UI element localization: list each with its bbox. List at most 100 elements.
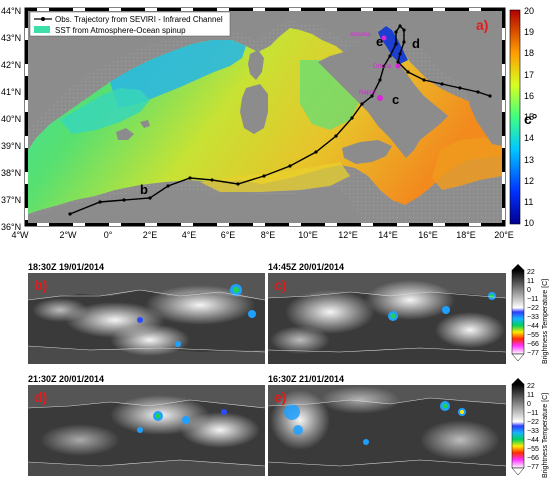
- land-balearic: [116, 120, 150, 140]
- track-marker: [476, 90, 480, 94]
- land-sardinia: [240, 84, 268, 134]
- lat-tick: 38°N: [1, 168, 21, 178]
- bt-tick: 22: [527, 269, 535, 276]
- colorbar-tick: 18: [524, 48, 534, 58]
- track-marker: [388, 54, 392, 58]
- lon-tick: 2°W: [59, 230, 77, 240]
- track-marker: [370, 94, 374, 98]
- track-label-d: d: [412, 36, 420, 51]
- cold-water-ligurian: [110, 40, 246, 108]
- track-marker: [122, 198, 126, 202]
- lon-tick: 4°W: [11, 230, 29, 240]
- track-marker: [422, 78, 426, 82]
- colorbar-tick: 15: [524, 112, 534, 122]
- track-markers: [68, 24, 492, 216]
- city-dot-napoli: [377, 95, 383, 101]
- city-label-ancona: Ancona: [350, 32, 371, 38]
- timestamp-d: 21:30Z 20/01/2014: [28, 374, 104, 384]
- bt-tick: −44: [527, 437, 539, 444]
- panel-letter-d: d): [34, 389, 47, 405]
- lon-tick: 14°E: [378, 230, 398, 240]
- lon-tick: 10°E: [298, 230, 318, 240]
- bt-colorbar-bottom: 22 11 0 −11 −22 −33 −44 −55 −66 −77 Brig…: [511, 378, 549, 478]
- track-marker: [210, 178, 214, 182]
- lat-tick: 43°N: [1, 33, 21, 43]
- cyclone-track: [68, 24, 492, 216]
- panel-letter-c: c): [274, 277, 286, 293]
- lat-tick: 39°N: [1, 141, 21, 151]
- lon-tick: 12°E: [338, 230, 358, 240]
- lon-tick: 18°E: [456, 230, 476, 240]
- ir-panel-c: 14:45Z 20/01/2014 c): [267, 262, 507, 364]
- lat-tick: 42°N: [1, 60, 21, 70]
- bt-tick: −11: [527, 410, 538, 417]
- panel-letter-b: b): [34, 277, 47, 293]
- track-marker: [188, 176, 192, 180]
- bt-tick: 22: [527, 383, 535, 390]
- track-marker: [488, 94, 492, 98]
- lon-axis: 4°W 2°W 0° 2°E 4°E 6°E 8°E 10°E 12°E 14°…: [11, 230, 513, 240]
- bt-tick: −66: [527, 455, 539, 462]
- track-marker: [148, 196, 152, 200]
- track-marker: [166, 184, 170, 188]
- legend-label-trajectory: Obs. Trajectory from SEVIRI - Infrared C…: [55, 15, 223, 24]
- lon-tick: 6°E: [221, 230, 236, 240]
- map-frame-checker: [25, 8, 505, 226]
- lon-tick: 2°E: [143, 230, 158, 240]
- panel-letter-e: e): [274, 389, 286, 405]
- timestamp-e: 16:30Z 21/01/2014: [268, 374, 344, 384]
- track-label-e: e: [376, 34, 383, 49]
- bt-tick: −33: [527, 428, 539, 435]
- land-africa: [28, 186, 362, 223]
- bt-tick: 0: [527, 287, 531, 294]
- lon-tick: 0°: [104, 230, 113, 240]
- colorbar-tick: 20: [524, 6, 534, 16]
- map-legend: Obs. Trajectory from SEVIRI - Infrared C…: [29, 11, 231, 37]
- track-label-c: c: [392, 92, 399, 107]
- track-marker: [402, 28, 406, 32]
- land-europe: [28, 11, 502, 128]
- city-dot-ortona: [395, 63, 401, 69]
- colorbar-tick: 17: [524, 70, 534, 80]
- colorbar-tick: 12: [524, 176, 534, 186]
- bt-tick: −44: [527, 323, 539, 330]
- track-marker: [458, 86, 462, 90]
- ir-panel-e: 16:30Z 21/01/2014 e): [267, 374, 507, 476]
- land-greece-balkans: [462, 11, 502, 146]
- ir-panel-d: 21:30Z 20/01/2014 d): [27, 374, 266, 476]
- colorbar-tick: 19: [524, 27, 534, 37]
- land-italy: [318, 30, 448, 158]
- bt-tick: 0: [527, 401, 531, 408]
- bt-colorbar-label: Brightness Temperature [C]: [542, 393, 549, 478]
- track-marker: [406, 70, 410, 74]
- city-dot-ancona: [381, 35, 387, 41]
- track-marker: [98, 200, 102, 204]
- map-interior: Ancona Ortona Napoli b c d e a): [28, 11, 502, 223]
- track-label-b: b: [140, 182, 148, 197]
- colorbar-tick: 14: [524, 133, 534, 143]
- lat-tick: 36°N: [1, 222, 21, 232]
- track-marker: [68, 212, 72, 216]
- track-marker: [402, 40, 406, 44]
- colorbar-tick: 13: [524, 155, 534, 165]
- bt-tick: −22: [527, 305, 539, 312]
- panel-letter-a: a): [476, 17, 488, 33]
- timestamp-c: 14:45Z 20/01/2014: [268, 262, 344, 272]
- timestamp-b: 18:30Z 19/01/2014: [28, 262, 104, 272]
- track-marker: [440, 82, 444, 86]
- cold-water-lion: [60, 88, 150, 134]
- lon-tick: 4°E: [182, 230, 197, 240]
- land-corsica: [248, 50, 264, 80]
- track-marker: [288, 164, 292, 168]
- bt-tick: −55: [527, 446, 539, 453]
- city-markers: Ancona Ortona Napoli: [350, 32, 401, 101]
- track-marker: [350, 116, 354, 120]
- bt-colorbar-top: 22 11 0 −11 −22 −33 −44 −55 −66 −77 Brig…: [511, 264, 549, 364]
- colorbar-tick: 16: [524, 91, 534, 101]
- bt-tick: −77: [527, 464, 539, 471]
- lon-tick: 8°E: [261, 230, 276, 240]
- bt-tick: −77: [527, 350, 539, 357]
- ir-image-e: [267, 385, 507, 476]
- colorbar-tick: 10: [524, 218, 534, 228]
